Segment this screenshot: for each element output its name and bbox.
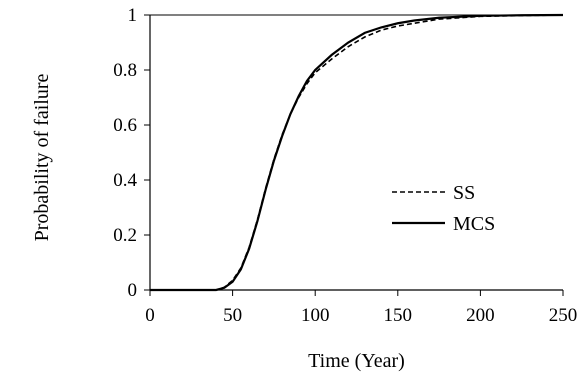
x-tick-label: 50: [223, 305, 242, 326]
series-layer: [150, 13, 564, 292]
y-tick-label: 0.8: [113, 60, 137, 81]
y-axis-title: Probability of failure: [31, 74, 53, 242]
x-axis-title: Time (Year): [308, 350, 405, 372]
x-tick-label: 0: [145, 305, 155, 326]
legend-label-mcs: MCS: [453, 213, 495, 235]
y-tick-label: 0.2: [113, 225, 137, 246]
y-tick-label: 0: [128, 280, 138, 301]
x-tick-label: 250: [549, 305, 578, 326]
x-tick-label: 200: [466, 305, 495, 326]
plot-axes: [144, 14, 564, 296]
legend-label-ss: SS: [453, 182, 475, 204]
y-tick-label: 0.6: [113, 115, 137, 136]
series-line-ss: [150, 14, 564, 291]
y-tick-label: 0.4: [113, 170, 137, 191]
y-tick-label: 1: [128, 5, 138, 26]
x-tick-label: 100: [301, 305, 330, 326]
legend: SS MCS: [392, 182, 495, 235]
x-tick-label: 150: [384, 305, 413, 326]
series-line-mcs: [150, 13, 564, 292]
tick-labels: 0 50 100 150 200 250 0 0.2 0.4 0.6 0.8 1: [113, 5, 577, 326]
